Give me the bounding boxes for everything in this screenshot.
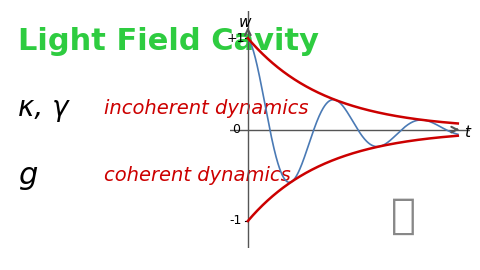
- Text: g: g: [18, 161, 38, 190]
- Text: Light Field Cavity: Light Field Cavity: [18, 27, 319, 56]
- Text: t: t: [464, 125, 470, 140]
- Text: κ, γ: κ, γ: [18, 94, 69, 122]
- Text: coherent dynamics: coherent dynamics: [104, 166, 290, 185]
- Text: 0: 0: [232, 123, 240, 136]
- Text: 👤: 👤: [391, 195, 416, 237]
- Text: +1: +1: [227, 32, 245, 45]
- Text: -1: -1: [229, 214, 242, 228]
- Text: incoherent dynamics: incoherent dynamics: [104, 99, 308, 117]
- Text: w: w: [239, 15, 252, 30]
